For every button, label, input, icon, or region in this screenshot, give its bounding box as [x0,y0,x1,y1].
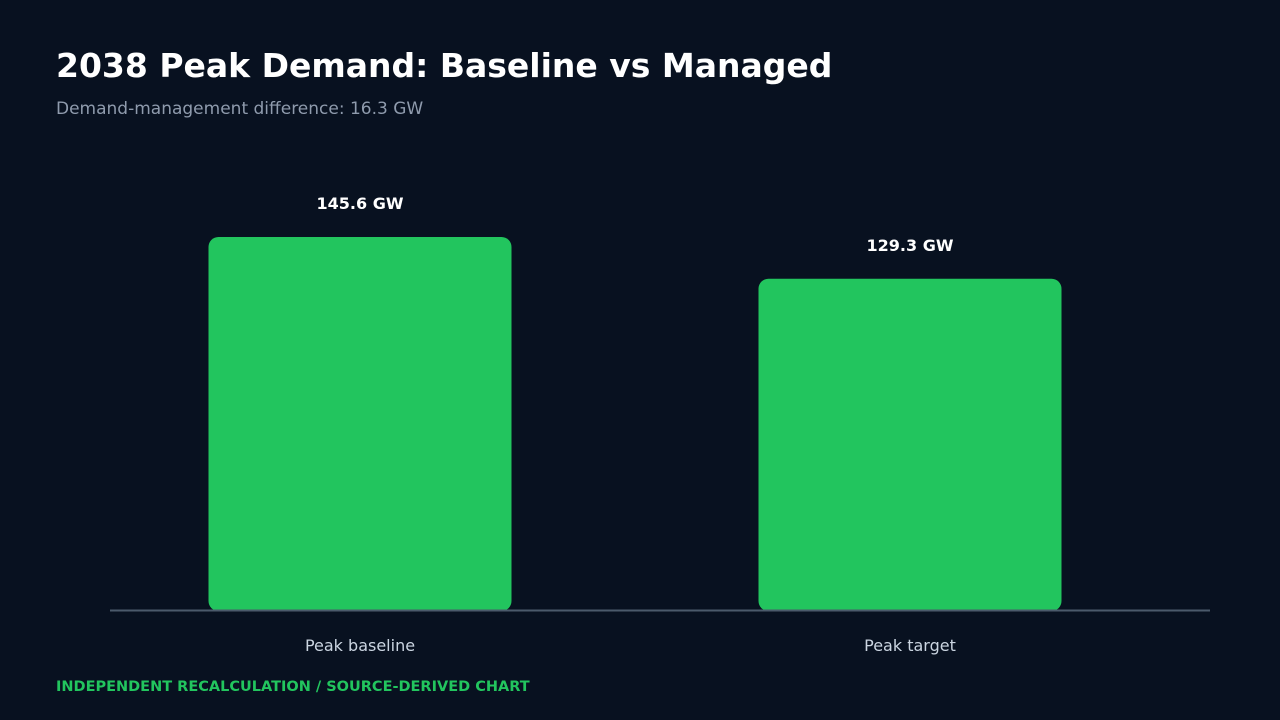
chart-title: 2038 Peak Demand: Baseline vs Managed [56,46,833,85]
chart-subtitle: Demand-management difference: 16.3 GW [56,99,424,119]
bar-1 [208,237,512,611]
bar-2 [758,278,1062,611]
bar-value-label: 129.3 GW [867,236,954,255]
category-label: Peak target [864,636,956,655]
bar-value-label: 145.6 GW [317,194,404,213]
footer-note: INDEPENDENT RECALCULATION / SOURCE-DERIV… [56,679,530,695]
category-label: Peak baseline [305,636,415,655]
